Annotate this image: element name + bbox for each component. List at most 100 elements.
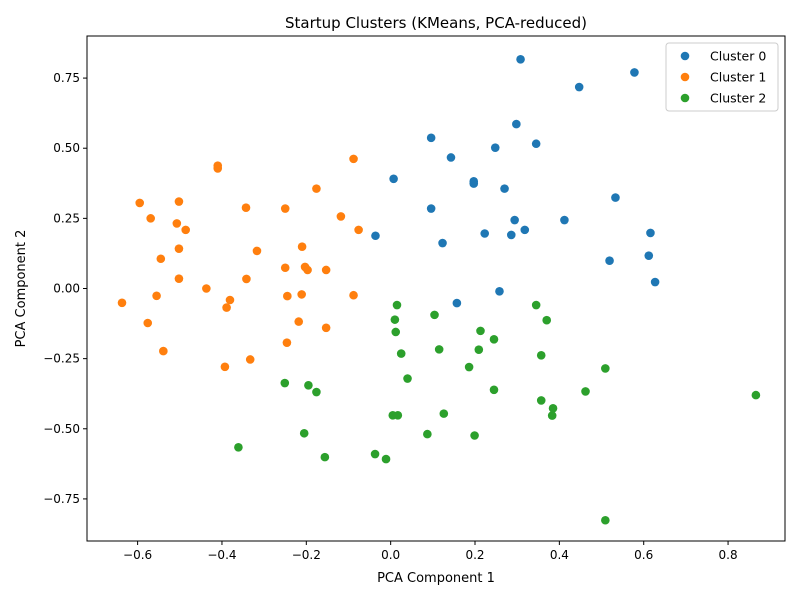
legend-label-cluster-2: Cluster 2 bbox=[710, 91, 766, 106]
cluster-1-point bbox=[174, 274, 184, 283]
cluster-0-point bbox=[490, 143, 500, 152]
x-axis-ticks: −0.6 −0.4 −0.2 0.0 0.2 0.4 0.6 0.8 bbox=[123, 541, 738, 562]
cluster-2-point bbox=[751, 390, 761, 400]
cluster-1-point bbox=[280, 263, 290, 273]
cluster-1-point bbox=[213, 164, 223, 173]
cluster-0-point bbox=[574, 82, 584, 92]
cluster-2-point bbox=[464, 362, 474, 372]
cluster-0-point bbox=[426, 204, 436, 213]
cluster-0-point bbox=[512, 119, 521, 129]
y-axis-ticks: −0.75 −0.50 −0.25 0.00 0.25 0.50 0.75 bbox=[43, 71, 87, 506]
cluster-1-point bbox=[225, 295, 235, 305]
cluster-2-point bbox=[396, 349, 406, 358]
cluster-0-point bbox=[520, 225, 530, 235]
cluster-2-point bbox=[299, 428, 309, 438]
cluster-1-point bbox=[220, 362, 230, 372]
y-tick-label: 0.00 bbox=[53, 282, 80, 296]
cluster-2-point bbox=[531, 300, 541, 310]
cluster-2-point bbox=[548, 403, 558, 413]
cluster-0-point bbox=[516, 54, 525, 64]
cluster-0-point bbox=[438, 238, 447, 248]
cluster-0-point bbox=[426, 133, 436, 143]
cluster-1-point bbox=[156, 254, 166, 264]
cluster-0-point bbox=[531, 139, 541, 149]
cluster-2-point bbox=[430, 310, 439, 320]
cluster-2-point bbox=[547, 411, 557, 420]
y-tick-label: 0.25 bbox=[53, 211, 80, 225]
cluster-1-point bbox=[303, 265, 312, 275]
cluster-0-point bbox=[630, 68, 639, 77]
cluster-2-point bbox=[536, 350, 546, 360]
cluster-2-point bbox=[391, 327, 401, 337]
cluster-1-point bbox=[117, 298, 127, 308]
cluster-1-point bbox=[174, 197, 184, 206]
cluster-2-point bbox=[403, 374, 412, 383]
cluster-1-point bbox=[294, 317, 304, 326]
legend: Cluster 0 Cluster 1 Cluster 2 bbox=[665, 42, 779, 112]
cluster-1-point bbox=[283, 291, 292, 301]
x-tick-label: 0.8 bbox=[719, 548, 738, 562]
cluster-2-point bbox=[392, 300, 402, 310]
cluster-0-point bbox=[646, 228, 655, 238]
cluster-1-point bbox=[143, 318, 153, 328]
cluster-1-point bbox=[241, 203, 251, 212]
cluster-1-point bbox=[252, 246, 262, 256]
cluster-2-point bbox=[581, 387, 590, 396]
cluster-0-point bbox=[480, 229, 490, 238]
x-tick-label: 0.2 bbox=[465, 548, 484, 562]
cluster-1-point bbox=[181, 225, 190, 235]
cluster-1-point bbox=[202, 284, 211, 293]
legend-marker-cluster-0 bbox=[680, 51, 690, 61]
cluster-2-point bbox=[320, 452, 330, 462]
cluster-1-point bbox=[297, 290, 306, 299]
x-axis-label: PCA Component 1 bbox=[377, 571, 495, 586]
legend-marker-cluster-2 bbox=[680, 93, 690, 103]
legend-marker-cluster-1 bbox=[680, 72, 690, 82]
cluster-2-point bbox=[601, 364, 610, 373]
cluster-0-point bbox=[446, 153, 456, 162]
x-tick-label: 0.6 bbox=[634, 548, 653, 562]
cluster-2-point bbox=[393, 411, 403, 420]
cluster-1-point bbox=[280, 204, 290, 213]
cluster-1-point bbox=[135, 198, 145, 208]
data-points-layer bbox=[117, 54, 761, 525]
cluster-1-point bbox=[174, 244, 184, 253]
cluster-2-point bbox=[489, 334, 499, 344]
cluster-1-point bbox=[312, 184, 321, 193]
cluster-2-point bbox=[439, 409, 449, 418]
cluster-2-point bbox=[370, 449, 380, 459]
x-tick-label: −0.4 bbox=[207, 548, 236, 562]
cluster-2-point bbox=[474, 345, 484, 354]
cluster-2-point bbox=[476, 326, 485, 336]
cluster-2-point bbox=[542, 315, 552, 325]
cluster-1-point bbox=[146, 214, 155, 223]
cluster-0-point bbox=[371, 231, 380, 241]
x-tick-label: 0.4 bbox=[550, 548, 569, 562]
cluster-2-point bbox=[536, 396, 546, 405]
cluster-1-point bbox=[159, 346, 168, 356]
y-tick-label: 0.75 bbox=[53, 71, 80, 85]
cluster-2-point bbox=[470, 431, 479, 440]
cluster-2-point bbox=[390, 315, 400, 324]
cluster-1-point bbox=[349, 154, 358, 164]
cluster-0-point bbox=[500, 184, 509, 193]
cluster-0-point bbox=[452, 298, 462, 308]
cluster-0-point bbox=[560, 215, 569, 225]
y-tick-label: −0.50 bbox=[43, 422, 80, 436]
cluster-0-point bbox=[510, 215, 519, 225]
cluster-2-point bbox=[304, 380, 313, 390]
x-tick-label: −0.2 bbox=[292, 548, 321, 562]
x-tick-label: −0.6 bbox=[123, 548, 152, 562]
cluster-1-point bbox=[245, 355, 255, 364]
legend-label-cluster-0: Cluster 0 bbox=[710, 49, 766, 64]
legend-label-cluster-1: Cluster 1 bbox=[710, 70, 766, 85]
cluster-2-point bbox=[434, 345, 444, 354]
cluster-1-point bbox=[172, 219, 182, 228]
cluster-1-point bbox=[282, 338, 292, 347]
y-tick-label: −0.25 bbox=[43, 352, 80, 366]
cluster-2-point bbox=[423, 429, 432, 439]
cluster-1-point bbox=[297, 242, 307, 251]
cluster-2-point bbox=[312, 387, 321, 397]
cluster-1-point bbox=[321, 265, 331, 275]
